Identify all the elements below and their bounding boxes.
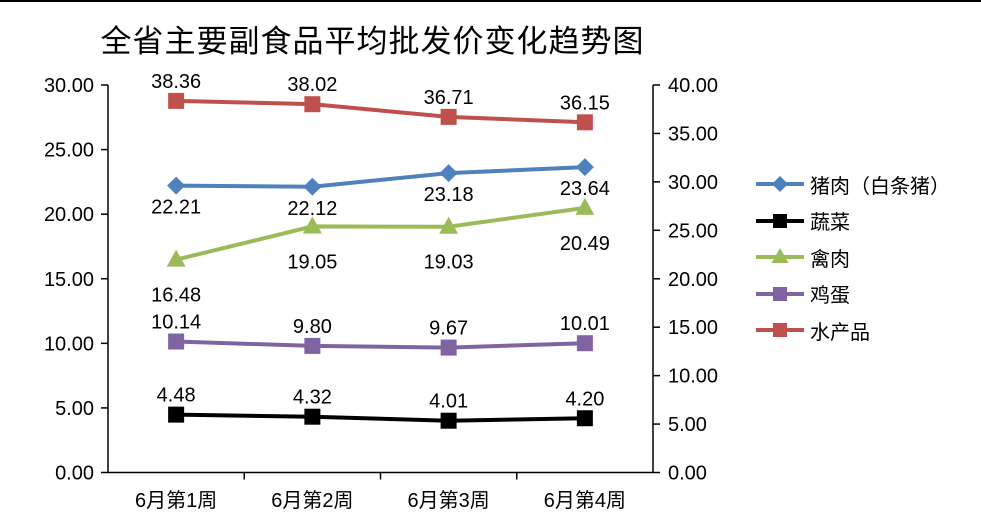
diamond-marker <box>575 158 594 177</box>
triangle-marker <box>166 249 186 267</box>
square-marker <box>773 323 787 338</box>
square-marker <box>304 96 321 113</box>
data-label: 38.36 <box>151 71 201 93</box>
data-label: 10.14 <box>151 312 201 334</box>
legend: 猪肉（白条猪） 蔬菜 禽肉 鸡蛋 水产品 <box>756 166 950 349</box>
x-category-label: 6月第1周 <box>135 489 217 512</box>
right-axis-tick-label: 30.00 <box>668 172 718 194</box>
data-label: 36.15 <box>560 92 610 114</box>
data-label: 23.18 <box>424 184 474 206</box>
square-marker <box>168 406 185 423</box>
left-axis-tick-label: 15.00 <box>44 269 94 291</box>
series-line-2 <box>175 205 586 262</box>
series-1: 4.48 4.32 4.01 4.20 <box>157 385 604 429</box>
square-marker <box>576 114 593 131</box>
data-label: 16.48 <box>151 285 201 307</box>
data-label: 9.67 <box>429 318 468 340</box>
top-border-line <box>0 0 981 2</box>
series-line-0 <box>176 165 585 189</box>
triangle-marker <box>575 197 595 215</box>
left-axis-tick-label: 25.00 <box>44 140 94 162</box>
x-category-label: 6月第4周 <box>544 489 626 512</box>
series-0: 22.21 22.12 23.18 23.64 <box>151 158 610 220</box>
chart-title: 全省主要副食品平均批发价变化趋势图 <box>100 24 645 60</box>
square-marker <box>773 286 787 301</box>
series-2: 16.48 19.05 19.03 20.49 <box>151 197 610 307</box>
legend-item-vegetables: 蔬菜 <box>756 203 950 240</box>
data-label: 19.03 <box>424 252 474 274</box>
square-marker <box>304 408 321 425</box>
square-marker <box>168 92 185 109</box>
legend-item-aquatic: 水产品 <box>756 312 950 349</box>
legend-label: 水产品 <box>810 319 870 344</box>
left-axis-tick-label: 0.00 <box>55 463 94 485</box>
right-axis-tick-label: 15.00 <box>668 317 718 339</box>
data-label: 22.21 <box>151 197 201 219</box>
x-category-label: 6月第3周 <box>408 489 490 512</box>
data-label: 4.20 <box>565 388 604 410</box>
data-label: 22.12 <box>287 198 337 220</box>
triangle-marker <box>771 248 789 264</box>
diamond-marker <box>772 176 788 193</box>
data-label: 38.02 <box>287 74 337 96</box>
triangle-marker <box>439 216 459 234</box>
square-marker <box>168 333 185 350</box>
legend-item-eggs: 鸡蛋 <box>756 276 950 313</box>
eggs-series-marker-icon <box>756 286 804 301</box>
right-axis-tick-label: 10.00 <box>668 366 718 388</box>
legend-item-pork: 猪肉（白条猪） <box>756 166 950 203</box>
series-line-3 <box>176 339 585 350</box>
series-3: 10.14 9.80 9.67 10.01 <box>151 312 610 356</box>
square-marker <box>576 410 593 427</box>
right-axis-tick-label: 5.00 <box>668 414 707 436</box>
x-category-label: 6月第2周 <box>271 489 353 512</box>
series-line-4 <box>176 98 585 125</box>
left-axis-tick-label: 5.00 <box>55 398 94 420</box>
right-axis-tick-label: 0.00 <box>668 463 707 485</box>
square-marker <box>440 339 457 356</box>
square-marker <box>440 108 457 125</box>
data-label: 4.32 <box>293 387 332 409</box>
left-axis-tick-label: 30.00 <box>44 75 94 97</box>
triangle-marker <box>302 216 322 234</box>
series-line-1 <box>176 412 585 423</box>
vegetables-series-marker-icon <box>756 213 804 228</box>
right-axis-tick-label: 25.00 <box>668 220 718 242</box>
square-marker <box>576 335 593 352</box>
legend-item-poultry: 禽肉 <box>756 239 950 276</box>
data-label: 4.48 <box>157 385 196 407</box>
data-label: 19.05 <box>287 251 337 273</box>
data-label: 4.01 <box>429 391 468 413</box>
data-label: 20.49 <box>560 233 610 255</box>
data-label: 23.64 <box>560 178 610 200</box>
square-marker <box>304 337 321 354</box>
diamond-marker <box>303 177 322 196</box>
square-marker <box>773 213 787 228</box>
right-axis-tick-label: 35.00 <box>668 123 718 145</box>
diamond-marker <box>439 164 458 183</box>
pork-series-marker-icon <box>756 176 804 193</box>
legend-label: 猪肉（白条猪） <box>810 173 950 198</box>
left-axis-tick-label: 10.00 <box>44 333 94 355</box>
data-label: 36.71 <box>424 87 474 109</box>
left-axis-tick-label: 20.00 <box>44 204 94 226</box>
data-label: 10.01 <box>560 313 610 335</box>
diamond-marker <box>167 176 186 195</box>
legend-label: 鸡蛋 <box>810 283 850 308</box>
poultry-series-marker-icon <box>756 248 804 264</box>
square-marker <box>440 412 457 429</box>
right-axis-tick-label: 40.00 <box>668 75 718 97</box>
aquatic-series-marker-icon <box>756 323 804 338</box>
legend-label: 蔬菜 <box>810 210 850 235</box>
right-axis-tick-label: 20.00 <box>668 269 718 291</box>
series-4: 38.36 38.02 36.71 36.15 <box>151 71 610 131</box>
legend-label: 禽肉 <box>810 246 850 271</box>
data-label: 9.80 <box>293 316 332 338</box>
